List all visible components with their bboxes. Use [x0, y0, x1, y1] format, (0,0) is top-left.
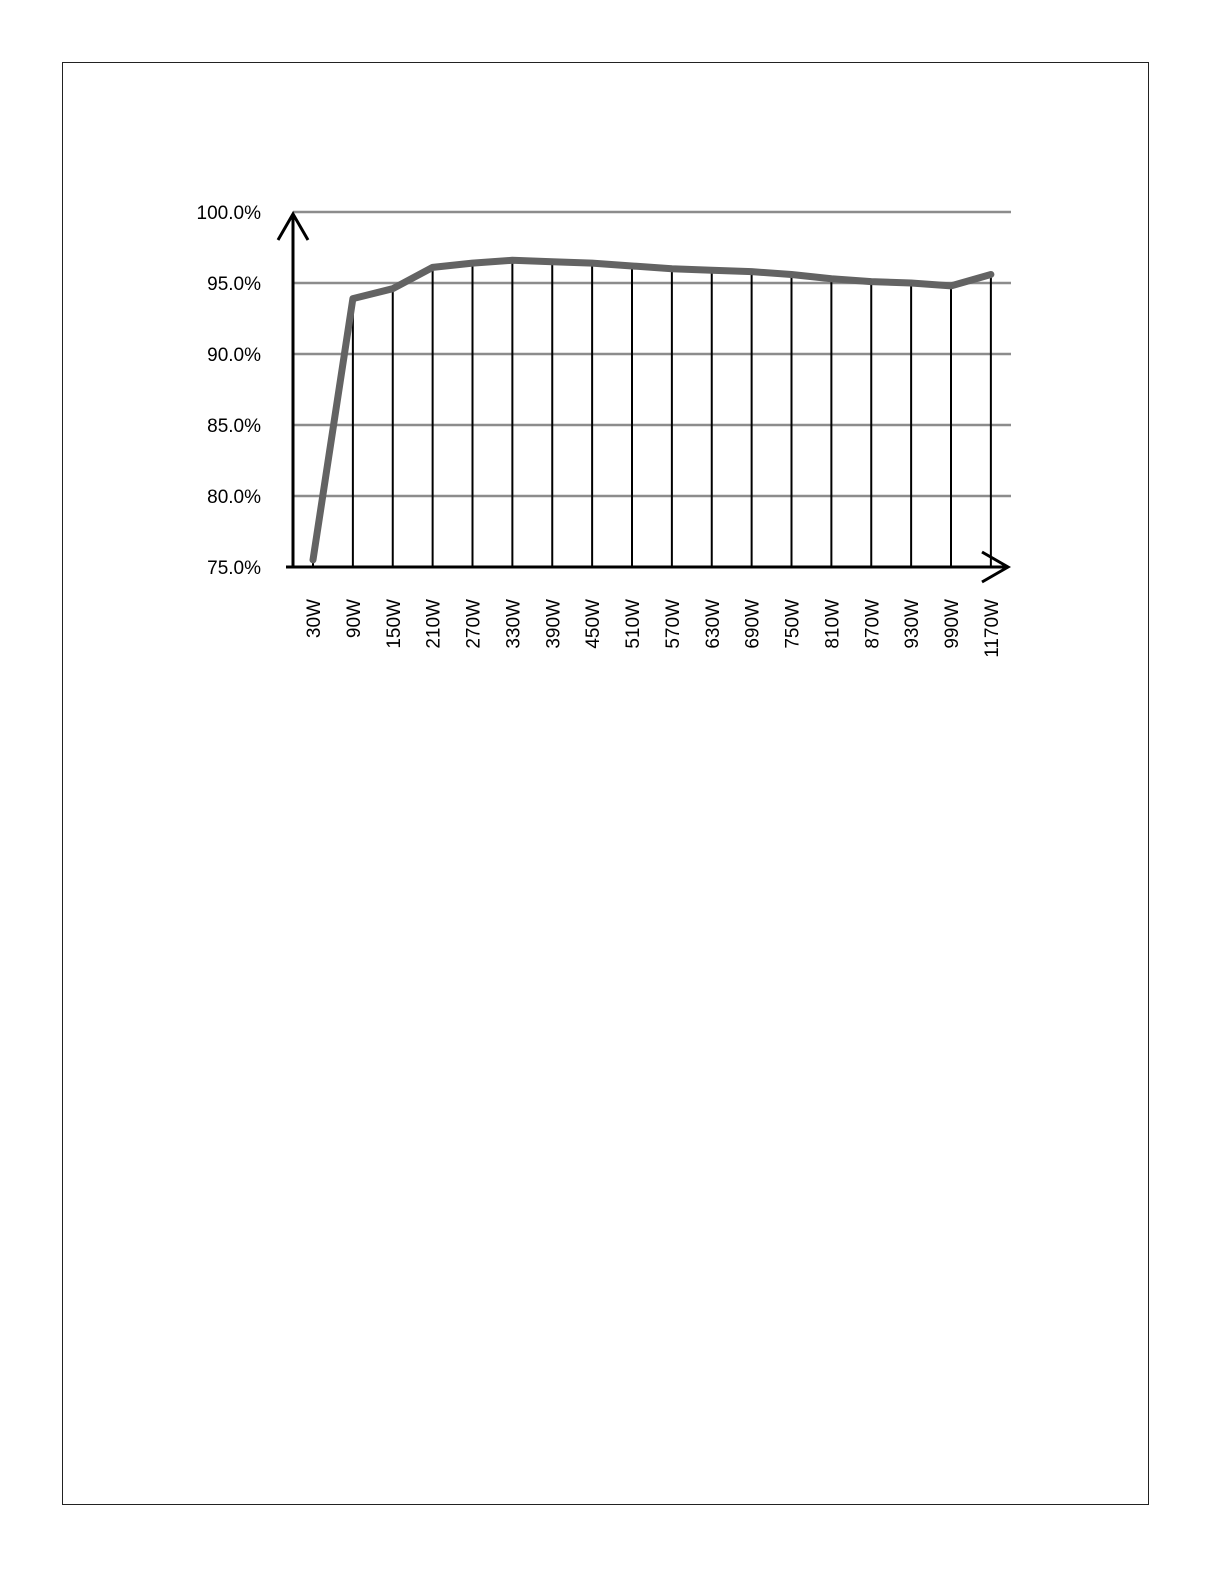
x-tick-label: 990W — [942, 599, 963, 649]
x-tick-label: 750W — [783, 599, 804, 649]
page-frame — [62, 62, 1149, 1505]
data-point — [311, 557, 315, 562]
y-tick-label: 90.0% — [207, 345, 261, 366]
data-point — [350, 296, 355, 301]
data-point — [590, 261, 595, 266]
x-tick-label: 690W — [743, 599, 764, 649]
x-tick-label: 390W — [543, 599, 564, 649]
data-point — [510, 258, 515, 263]
data-point — [550, 259, 555, 264]
y-tick-label: 100.0% — [197, 203, 262, 224]
x-tick-label: 90W — [344, 599, 365, 638]
x-tick-label: 450W — [583, 599, 604, 649]
data-point — [789, 272, 794, 277]
x-tick-label: 930W — [902, 599, 923, 649]
series-line — [309, 256, 995, 564]
grid-layer — [293, 210, 1011, 498]
axes-layer — [276, 210, 1012, 584]
y-tick-label: 85.0% — [207, 416, 261, 437]
data-point — [949, 283, 953, 288]
data-point — [390, 286, 395, 291]
y-tick-label: 80.0% — [207, 487, 261, 508]
x-axis-arrowhead — [981, 550, 1012, 584]
data-point — [709, 268, 714, 273]
data-point — [630, 263, 634, 268]
data-point — [909, 281, 914, 285]
data-point — [470, 261, 475, 266]
y-tick-label: 75.0% — [207, 558, 261, 579]
x-tick-label: 150W — [384, 599, 405, 649]
x-tick-label: 870W — [862, 599, 883, 649]
data-point — [669, 266, 674, 271]
x-tick-label: 570W — [663, 599, 684, 649]
x-tick-label: 510W — [623, 599, 644, 649]
y-axis-arrowhead — [276, 210, 310, 241]
data-point — [988, 272, 993, 277]
x-tick-label: 1170W — [982, 599, 1003, 658]
x-tick-label: 30W — [304, 599, 325, 638]
x-tick-label: 210W — [424, 599, 445, 649]
data-point — [430, 265, 435, 270]
y-tick-labels: 75.0% 80.0% 85.0% 90.0% 95.0% 100.0% — [197, 203, 262, 579]
x-tick-labels: 30W 90W 150W 210W 270W 330W 390W 450W 510W 570W 63… — [304, 599, 1003, 658]
drop-lines-layer — [312, 260, 992, 567]
x-tick-label: 810W — [822, 599, 843, 649]
series-layer — [309, 256, 995, 564]
data-point — [749, 269, 754, 274]
data-point — [829, 276, 834, 281]
y-tick-label: 95.0% — [207, 274, 261, 295]
data-point — [869, 279, 874, 284]
x-tick-label: 330W — [503, 599, 524, 649]
x-tick-label: 630W — [703, 599, 724, 649]
x-tick-label: 270W — [464, 599, 485, 649]
